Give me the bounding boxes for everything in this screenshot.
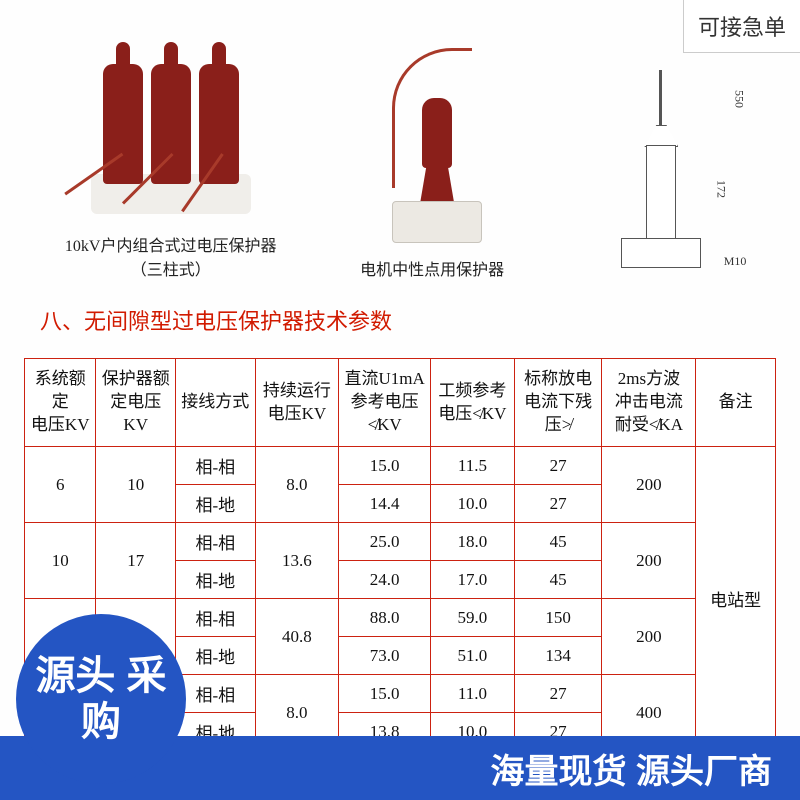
table-cell: 59.0 — [431, 599, 515, 637]
source-badge: 源头 采购 — [16, 614, 186, 784]
table-cell: 8.0 — [255, 447, 339, 523]
corner-tag: 可接急单 — [683, 0, 800, 53]
table-cell: 17.0 — [431, 561, 515, 599]
table-header: 直流U1mA参考电压≮KV — [339, 359, 431, 447]
table-cell: 相-相 — [176, 523, 256, 561]
table-cell: 相-相 — [176, 599, 256, 637]
table-cell: 相-地 — [176, 485, 256, 523]
table-header: 接线方式 — [176, 359, 256, 447]
section-title: 八、无间隙型过电压保护器技术参数 — [0, 280, 800, 350]
table-header: 备注 — [696, 359, 776, 447]
product-image-single: 电机中性点用保护器 — [321, 10, 542, 280]
table-cell: 10 — [25, 523, 96, 599]
caption-single: 电机中性点用保护器 — [360, 256, 504, 280]
table-cell: 45 — [514, 561, 602, 599]
product-image-3col: 10kV户内组合式过电压保护器（三柱式） — [60, 10, 281, 280]
table-row: 610相-相8.015.011.527200电站型 — [25, 447, 776, 485]
product-images-row: 10kV户内组合式过电压保护器（三柱式） 电机中性点用保护器 550 172 M… — [0, 0, 800, 280]
dim-m10: M10 — [724, 254, 747, 269]
table-cell: 27 — [514, 675, 602, 713]
table-header: 保护器额定电压KV — [96, 359, 176, 447]
table-cell: 150 — [514, 599, 602, 637]
table-cell: 200 — [602, 447, 696, 523]
table-cell: 200 — [602, 523, 696, 599]
table-cell: 17 — [96, 523, 176, 599]
dim-550: 550 — [731, 90, 746, 108]
table-cell: 45 — [514, 523, 602, 561]
table-cell: 相-地 — [176, 561, 256, 599]
table-header: 持续运行电压KV — [255, 359, 339, 447]
table-cell: 27 — [514, 485, 602, 523]
table-row: 1017相-相13.625.018.045200 — [25, 523, 776, 561]
dim-172: 172 — [713, 180, 728, 198]
table-cell: 40.8 — [255, 599, 339, 675]
table-cell: 电站型 — [696, 447, 776, 751]
caption-3col: 10kV户内组合式过电压保护器（三柱式） — [60, 232, 281, 280]
table-cell: 25.0 — [339, 523, 431, 561]
table-cell: 相-地 — [176, 637, 256, 675]
table-header: 标称放电电流下残压≯ — [514, 359, 602, 447]
spec-table-head: 系统额定电压KV保护器额定电压KV接线方式持续运行电压KV直流U1mA参考电压≮… — [25, 359, 776, 447]
table-cell: 134 — [514, 637, 602, 675]
table-cell: 15.0 — [339, 675, 431, 713]
device-single-illustration — [362, 48, 502, 248]
table-cell: 200 — [602, 599, 696, 675]
tech-drawing-illustration: 550 172 M10 — [596, 70, 746, 280]
table-cell: 14.4 — [339, 485, 431, 523]
table-cell: 73.0 — [339, 637, 431, 675]
table-cell: 15.0 — [339, 447, 431, 485]
table-cell: 10.0 — [431, 485, 515, 523]
device-3col-illustration — [81, 34, 261, 224]
table-cell: 相-相 — [176, 447, 256, 485]
document-page: 可接急单 10kV户内组合式过电压保护器（三柱式） 电机中性点用保护器 — [0, 0, 800, 800]
table-cell: 24.0 — [339, 561, 431, 599]
table-cell: 88.0 — [339, 599, 431, 637]
table-cell: 10 — [96, 447, 176, 523]
table-header: 工频参考电压≮KV — [431, 359, 515, 447]
table-cell: 11.5 — [431, 447, 515, 485]
table-cell: 13.6 — [255, 523, 339, 599]
table-cell: 相-相 — [176, 675, 256, 713]
table-cell: 11.0 — [431, 675, 515, 713]
table-cell: 6 — [25, 447, 96, 523]
table-header: 2ms方波冲击电流耐受≮KA — [602, 359, 696, 447]
table-header: 系统额定电压KV — [25, 359, 96, 447]
table-cell: 27 — [514, 447, 602, 485]
table-cell: 51.0 — [431, 637, 515, 675]
table-cell: 18.0 — [431, 523, 515, 561]
